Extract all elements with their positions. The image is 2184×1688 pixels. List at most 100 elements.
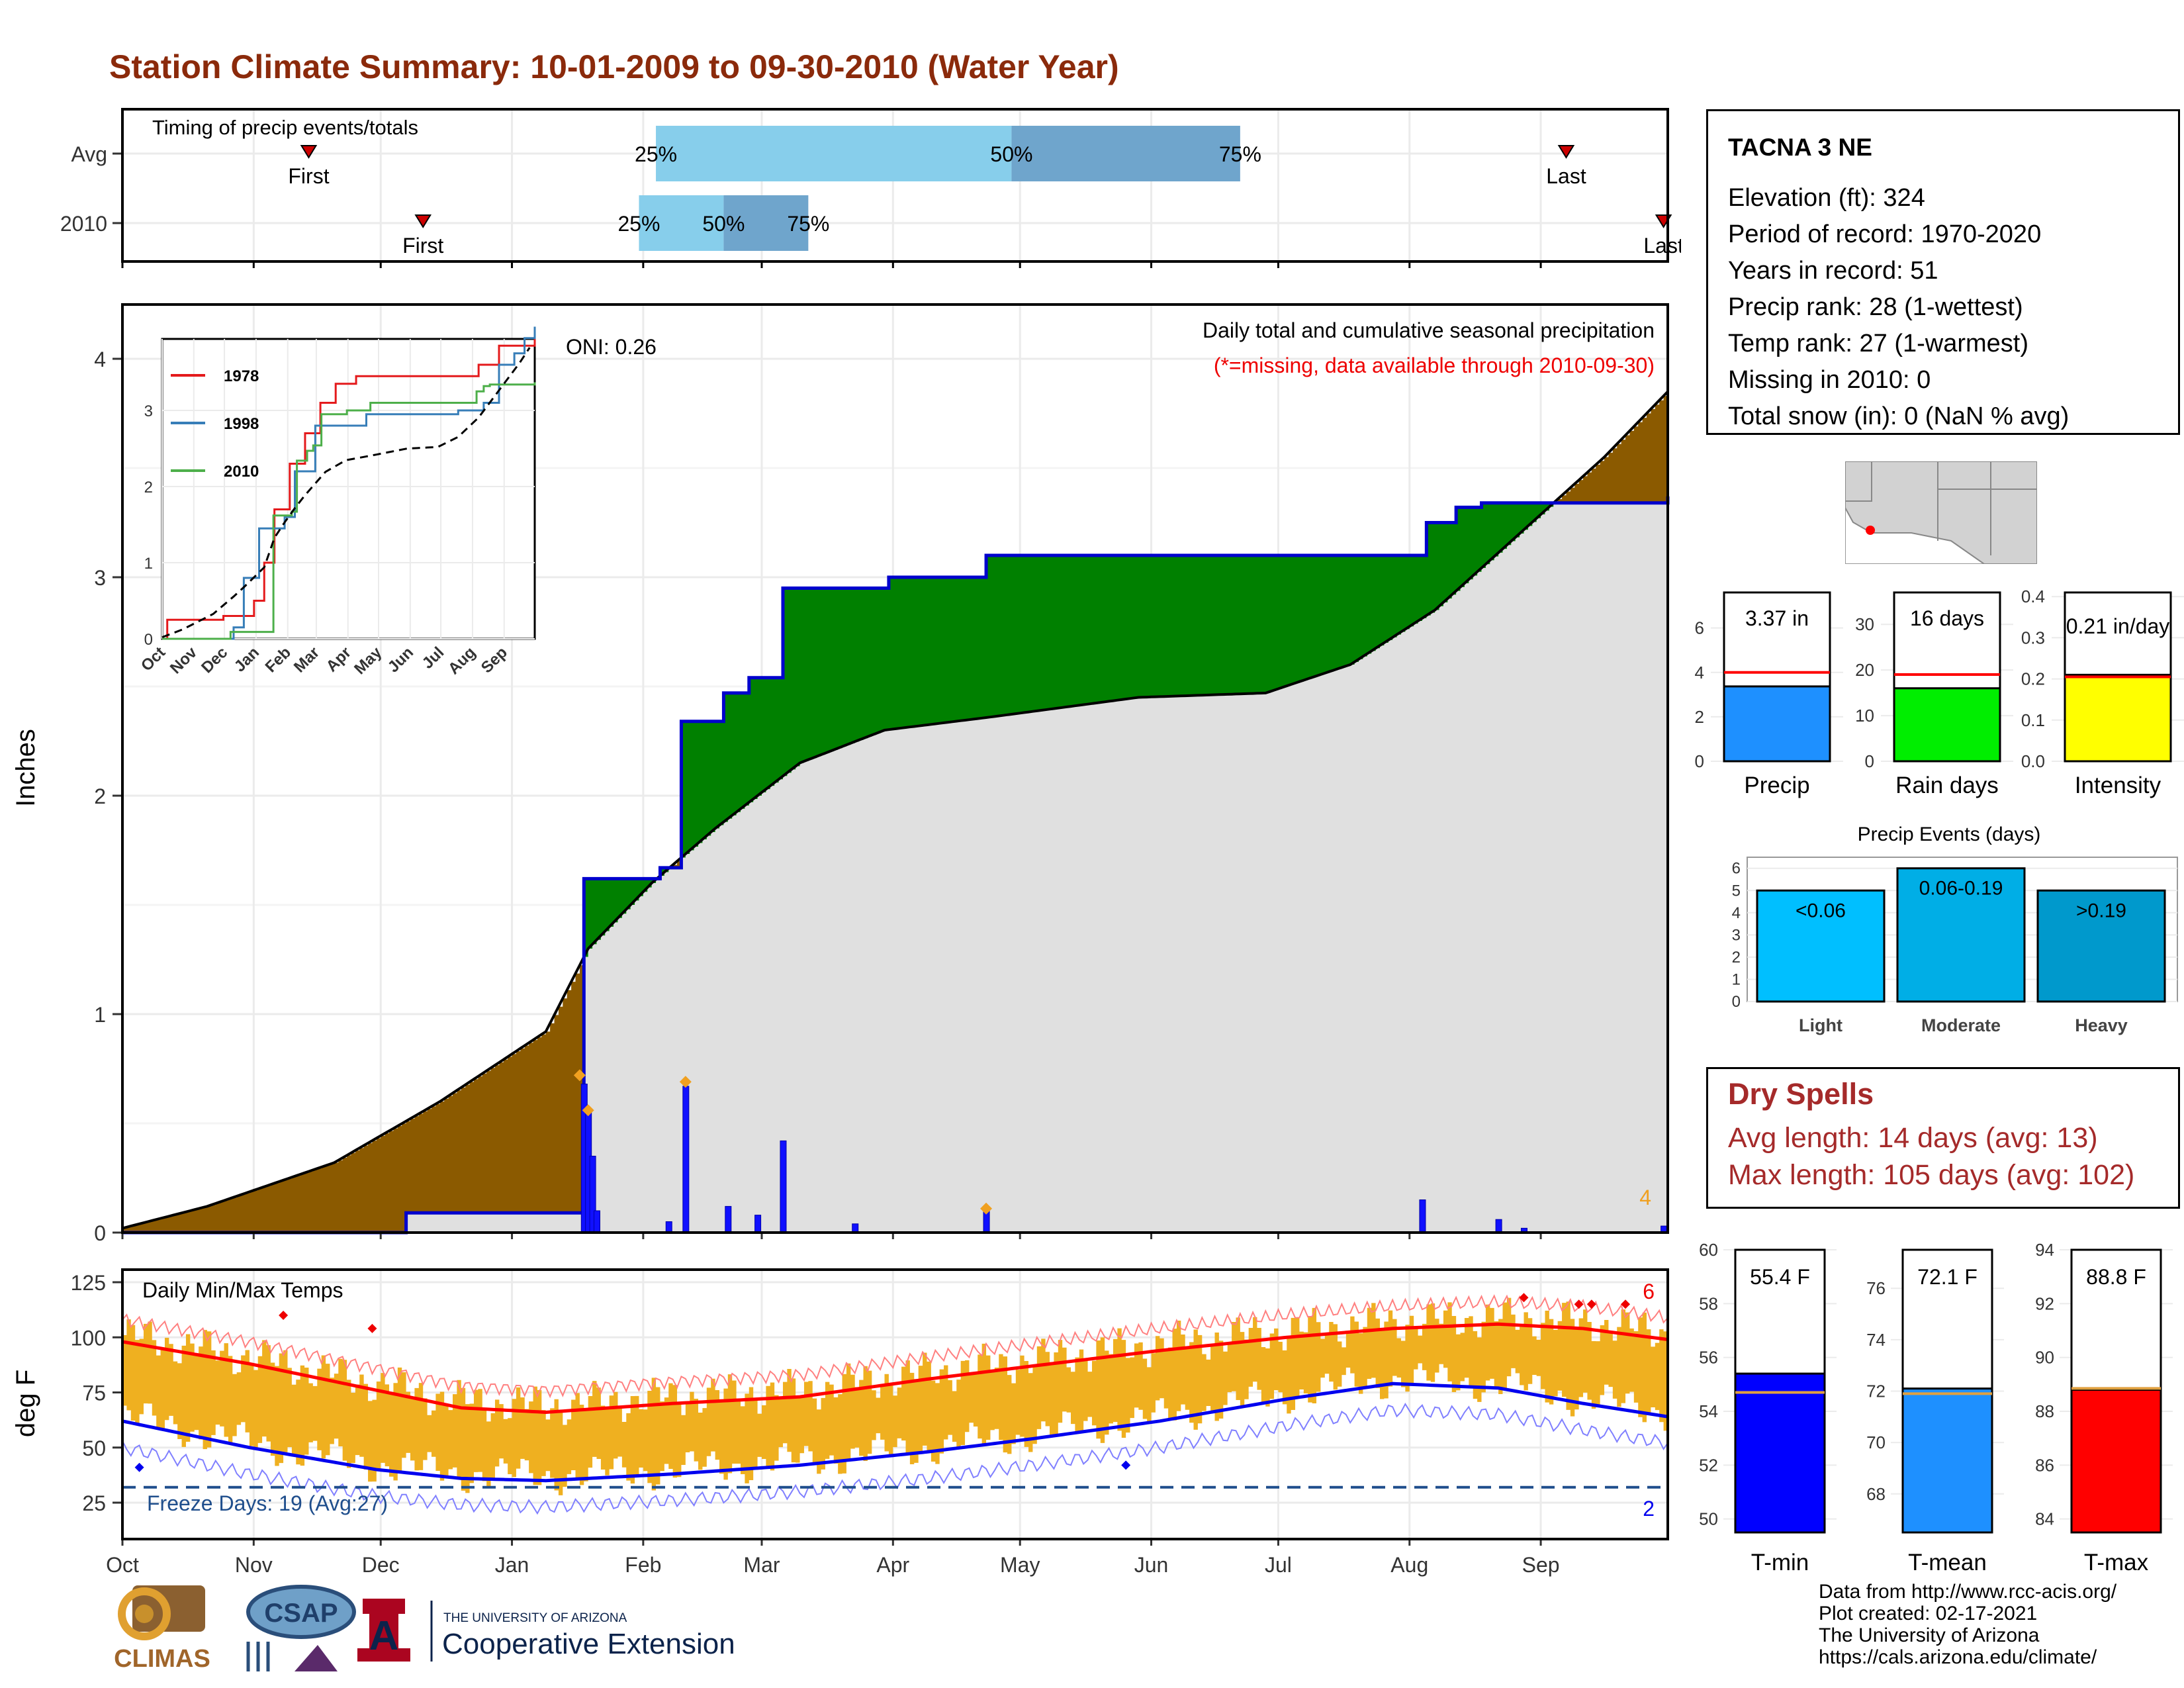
events-tick-label: 2 xyxy=(1732,949,1741,966)
climas-logo-text: CLIMAS xyxy=(114,1645,210,1673)
temp-month-label: May xyxy=(1000,1553,1040,1577)
precip-panel: 0 1 2 3 4 Inches Daily total and cumulative se… xyxy=(11,303,1670,1245)
events-bar xyxy=(2036,889,2166,1003)
temp-y-axis-label: deg F xyxy=(11,1370,40,1437)
tbar-tick-label: 84 xyxy=(2035,1509,2054,1529)
mini-tick-label: 0 xyxy=(1865,751,1874,771)
temp-month-label: Jan xyxy=(495,1553,529,1577)
precip-y-tick-label: 2 xyxy=(94,784,106,808)
precip-panel-title: Daily total and cumulative seasonal prec… xyxy=(1203,318,1655,342)
mini-bar-value xyxy=(1893,687,2001,763)
tbar-tick-label: 72 xyxy=(1866,1382,1886,1401)
record-min-line xyxy=(122,1403,1668,1515)
temp-month-label: Mar xyxy=(743,1553,780,1577)
climas-logo: CLIMAS xyxy=(114,1585,210,1673)
temp-month-label: Sep xyxy=(1522,1553,1560,1577)
tbar-tick-label: 94 xyxy=(2035,1240,2054,1260)
timing-bar-50-75 xyxy=(1011,126,1240,181)
tbar-tick-label: 68 xyxy=(1866,1484,1886,1504)
timing-percent-label: 50% xyxy=(702,212,745,236)
tbar-value xyxy=(2070,1388,2162,1534)
record-high-marker xyxy=(1586,1299,1596,1309)
temp-month-label: Oct xyxy=(106,1553,139,1577)
inset-y-tick-label: 0 xyxy=(144,631,153,649)
tbar-tick-label: 50 xyxy=(1699,1509,1718,1529)
inset-legend-label: 1978 xyxy=(224,367,259,385)
inset-legend-label: 1998 xyxy=(224,415,259,433)
station-missing: Missing in 2010: 0 xyxy=(1728,366,1931,394)
station-location-marker xyxy=(1866,526,1875,535)
timing-panel-title: Timing of precip events/totals xyxy=(152,116,418,139)
tbar-label: T-min xyxy=(1751,1550,1809,1575)
timing-first-label: First xyxy=(288,164,329,188)
timing-first-marker xyxy=(414,214,432,228)
temp-frame xyxy=(121,1268,1669,1540)
events-category-label: Heavy xyxy=(2075,1015,2128,1035)
station-period: Period of record: 1970-2020 xyxy=(1728,220,2042,248)
events-category-label: Moderate xyxy=(1921,1015,2001,1035)
mini-bar-value-label: 16 days xyxy=(1910,606,1984,630)
tbar-value-label: 88.8 F xyxy=(2086,1265,2146,1289)
event-marker xyxy=(582,1104,594,1117)
inset-series-1978 xyxy=(162,334,536,640)
events-bar xyxy=(1896,867,2026,1003)
mini-tick-label: 0 xyxy=(1695,751,1704,771)
timing-percent-label: 75% xyxy=(1219,142,1261,166)
record-low-marker xyxy=(134,1462,144,1472)
mini-tick-label: 4 xyxy=(1695,663,1704,682)
tbar-tick-label: 88 xyxy=(2035,1401,2054,1421)
precip-corner-count: 4 xyxy=(1639,1186,1651,1209)
tbar-tick-label: 54 xyxy=(1699,1401,1718,1421)
precip-y-tick-label: 0 xyxy=(94,1221,106,1245)
station-years: Years in record: 51 xyxy=(1728,257,1938,285)
csap-logo-text: CSAP xyxy=(264,1599,338,1628)
university-of-arizona-logo: A THE UNIVERSITY OF ARIZONA Cooperative … xyxy=(357,1599,735,1662)
ua-small-text: THE UNIVERSITY OF ARIZONA xyxy=(443,1611,627,1625)
events-title: Precip Events (days) xyxy=(1858,823,2041,845)
precip-surplus-area xyxy=(584,502,1558,957)
events-tick-label: 6 xyxy=(1732,860,1741,878)
events-tick-label: 3 xyxy=(1732,926,1741,944)
avg-min-temp-line xyxy=(122,1382,1668,1483)
mini-tick-label: 0.1 xyxy=(2021,710,2045,730)
mini-tick-label: 10 xyxy=(1855,706,1874,726)
inset-average-line xyxy=(161,347,531,639)
mini-tick-label: 0.2 xyxy=(2021,669,2045,689)
record-high-marker xyxy=(1519,1293,1529,1303)
tbar-tick-label: 74 xyxy=(1866,1330,1886,1350)
tbar-tick-label: 58 xyxy=(1699,1293,1718,1313)
dry-spells-avg: Avg length: 14 days (avg: 13) xyxy=(1728,1122,2098,1154)
precip-y-tick-label: 1 xyxy=(94,1003,106,1027)
mini-bar-label: Intensity xyxy=(2075,773,2161,798)
credit-line: Plot created: 02-17-2021 xyxy=(1819,1603,2038,1624)
tbar-tick-label: 76 xyxy=(1866,1278,1886,1298)
mini-bar-value xyxy=(1723,685,1831,763)
record-max-line xyxy=(122,1294,1668,1399)
credit-line: The University of Arizona xyxy=(1819,1624,2040,1646)
mini-tick-label: 2 xyxy=(1695,707,1704,727)
event-marker xyxy=(679,1076,692,1088)
dry-spells-max: Max length: 105 days (avg: 102) xyxy=(1728,1159,2135,1191)
temp-month-label: Feb xyxy=(625,1553,661,1577)
daily-temp-range-bars xyxy=(122,1297,1668,1495)
tbar-tick-label: 60 xyxy=(1699,1240,1718,1260)
record-high-marker xyxy=(1621,1299,1631,1309)
mini-tick-label: 0.0 xyxy=(2021,751,2045,771)
record-low-marker xyxy=(1121,1460,1131,1470)
events-bar-label: >0.19 xyxy=(2076,900,2126,921)
events-tick-label: 5 xyxy=(1732,882,1741,900)
temp-month-label: Jun xyxy=(1134,1553,1169,1577)
record-low-count: 2 xyxy=(1643,1497,1655,1521)
credit-line: https://cals.arizona.edu/climate/ xyxy=(1819,1646,2097,1668)
tbar-tick-label: 52 xyxy=(1699,1455,1718,1475)
record-high-count: 6 xyxy=(1643,1280,1655,1303)
tbar-tick-label: 90 xyxy=(2035,1348,2054,1368)
temp-y-tick-label: 75 xyxy=(82,1382,106,1405)
events-tick-label: 1 xyxy=(1732,970,1741,988)
dry-spells-title: Dry Spells xyxy=(1728,1077,1874,1111)
mini-tick-label: 30 xyxy=(1855,614,1874,634)
ua-big-text: Cooperative Extension xyxy=(442,1628,735,1660)
timing-first-label: First xyxy=(402,234,443,258)
timing-first-marker xyxy=(300,145,318,159)
location-map xyxy=(1845,461,2037,564)
